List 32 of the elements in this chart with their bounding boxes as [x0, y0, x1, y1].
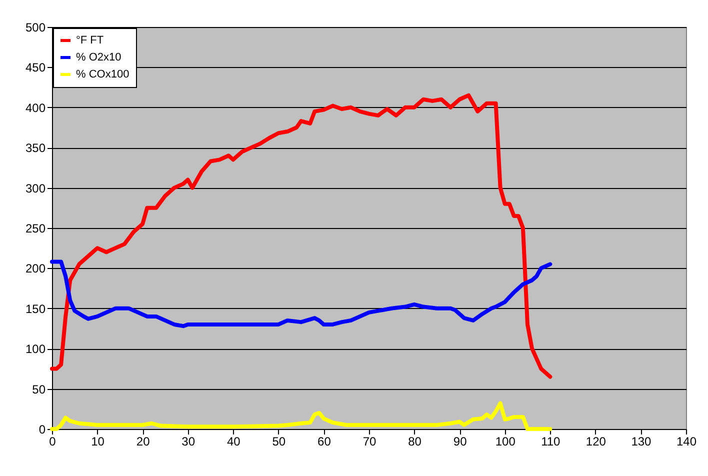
x-tick-label: 10 [91, 434, 105, 448]
y-tick-label: 50 [32, 382, 46, 396]
y-tick-label: 0 [38, 422, 46, 436]
x-tick-label: 70 [362, 434, 376, 448]
x-tick-label: 60 [318, 434, 332, 448]
x-tick-label: 100 [495, 434, 516, 448]
y-tick-label: 450 [25, 60, 46, 75]
legend-label: % O2x10 [76, 52, 122, 64]
x-tick-label: 130 [631, 434, 652, 448]
x-tick-label: 0 [49, 434, 56, 448]
y-tick-label: 150 [25, 302, 46, 316]
y-tick-label: 400 [25, 100, 46, 115]
y-tick-label: 350 [25, 141, 46, 156]
y-tick-label: 250 [25, 222, 46, 236]
x-tick-label: 140 [676, 434, 697, 448]
line-series [50, 401, 552, 431]
x-tick-label: 20 [136, 434, 150, 448]
line-series [50, 260, 552, 328]
y-tick-label: 300 [25, 181, 46, 196]
x-tick-label: 90 [453, 434, 468, 448]
x-tick-label: 80 [408, 434, 422, 448]
x-tick-label: 30 [182, 434, 196, 448]
y-tick-label: 500 [25, 20, 46, 34]
legend-label: % COx100 [76, 68, 130, 80]
legend-label: °F FT [76, 34, 104, 46]
line-series [50, 93, 552, 379]
x-tick-label: 50 [272, 434, 286, 448]
y-tick-label: 100 [25, 342, 46, 356]
x-tick-label: 40 [226, 434, 241, 448]
y-tick-label: 200 [25, 262, 46, 276]
x-tick-label: 120 [586, 434, 606, 448]
x-tick-label: 110 [541, 434, 561, 448]
